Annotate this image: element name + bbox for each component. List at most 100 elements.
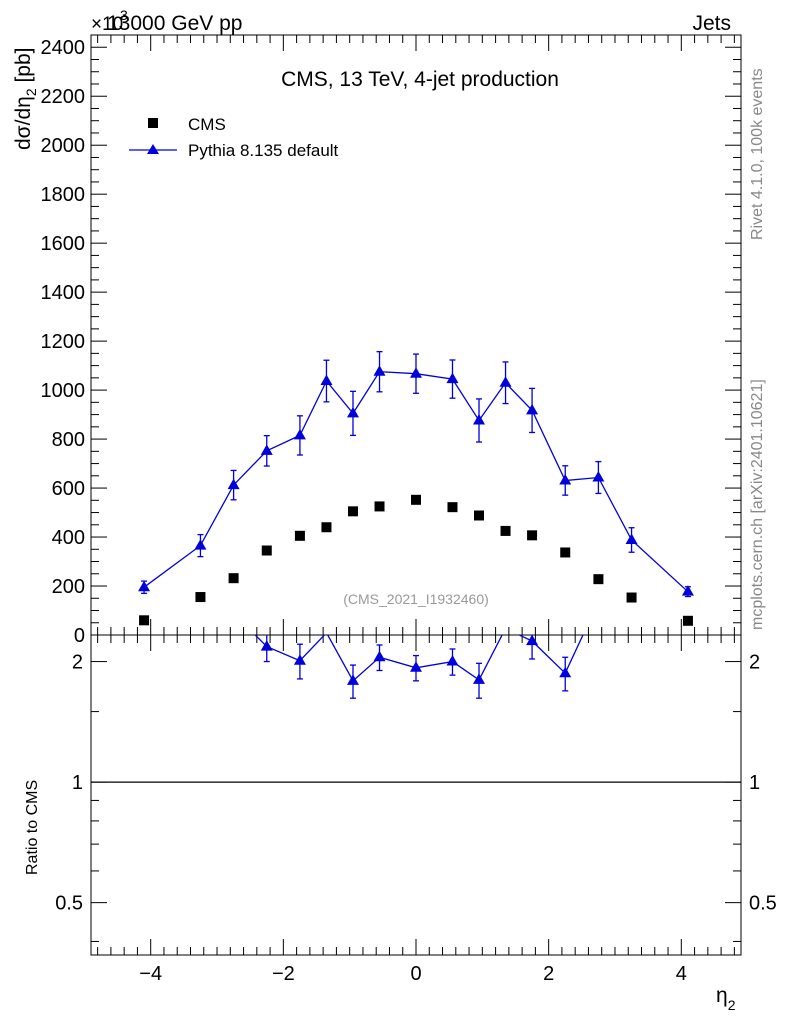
mcplots-label: mcplots.cern.ch [arXiv:2401.10621] <box>749 379 766 630</box>
cms-point <box>593 574 604 585</box>
mc-point <box>373 365 386 376</box>
x-axis-label-sub: 2 <box>728 997 736 1013</box>
mc-series <box>138 351 694 598</box>
legend-cms-marker <box>148 118 158 128</box>
cms-point <box>321 522 332 533</box>
cms-point <box>500 525 511 536</box>
process-label: Jets <box>692 12 731 35</box>
cms-point <box>228 573 239 584</box>
legend-mc-marker <box>147 144 159 154</box>
cms-point <box>626 592 637 603</box>
mc-point <box>320 374 333 386</box>
main-y-tick-label: 1600 <box>41 233 86 255</box>
main-y-tick-label: 200 <box>52 576 85 598</box>
mc-point <box>293 428 306 440</box>
x-axis-label-main: η <box>716 984 728 1007</box>
main-y-tick-label: 1400 <box>41 282 86 304</box>
mc-point <box>625 533 638 544</box>
main-y-tick-label: 400 <box>52 527 85 549</box>
ratio-point <box>559 666 572 678</box>
cms-point <box>411 494 421 505</box>
cms-point <box>474 510 485 521</box>
y-exponent-label: ×10 <box>91 14 123 35</box>
main-y-tick-label: 0 <box>74 625 85 647</box>
rivet-label: Rivet 4.1.0, 100k events <box>749 68 766 240</box>
ratio-x-axis: −4 −2 0 2 4 <box>97 635 735 985</box>
y-axis-label-sub: 2 <box>23 88 39 96</box>
mc-point <box>227 478 240 490</box>
ratio-y-tick-label: 1 <box>72 772 83 794</box>
mc-point <box>559 473 572 485</box>
mc-point <box>410 367 422 378</box>
mc-line <box>143 371 689 593</box>
ratio-y-tick-label: 2 <box>72 652 83 674</box>
main-y-tick-label: 1000 <box>41 380 86 402</box>
mc-point <box>446 372 459 384</box>
ratio-point <box>293 654 306 665</box>
ratio-frame <box>90 634 742 956</box>
legend: CMS Pythia 8.135 default <box>129 115 339 160</box>
main-y-tick-label: 2000 <box>41 135 86 157</box>
cms-point <box>682 615 693 626</box>
main-y-tick-label: 600 <box>52 478 85 500</box>
ratio-panel: 0.5 0.51 12 2 −4 −2 0 2 4 Ratio to CMS η2 <box>24 634 777 1013</box>
x-tick-label: 4 <box>676 963 687 985</box>
cms-point <box>560 547 571 558</box>
main-y-axis: 0 200 400 600 800 1000 1200 1400 1600 1800 2000 220… <box>41 37 741 647</box>
legend-mc-label: Pythia 8.135 default <box>188 141 339 160</box>
x-tick-label: 2 <box>543 963 554 985</box>
ratio-y-axis: 0.5 0.5 1 1 2 2 <box>55 652 777 942</box>
collision-label: 13000 GeV pp <box>107 12 242 35</box>
ratio-point <box>410 661 422 672</box>
main-y-tick-label: 2400 <box>41 37 86 59</box>
cms-point <box>527 530 538 541</box>
cms-point <box>195 592 206 603</box>
y-axis-label: dσ/dη2 [pb] <box>12 47 39 150</box>
cms-point <box>294 530 305 541</box>
mc-point <box>592 471 605 482</box>
mc-point <box>681 585 694 596</box>
x-tick-label: −4 <box>139 963 162 985</box>
ratio-y-tick-label-right: 1 <box>749 772 760 794</box>
mc-point <box>346 406 359 418</box>
cms-point <box>347 506 358 517</box>
mc-point <box>260 444 273 455</box>
ratio-y-tick-label-right: 2 <box>749 652 760 674</box>
ratio-mc-series <box>254 635 584 699</box>
mc-point <box>473 413 486 425</box>
chart-title: CMS, 13 TeV, 4-jet production <box>281 68 559 91</box>
cms-point <box>261 545 272 556</box>
x-tick-label: 0 <box>410 963 421 985</box>
y-axis-label-main: dσ/dη <box>12 96 35 150</box>
ratio-y-tick-label: 0.5 <box>55 893 83 915</box>
watermark: (CMS_2021_I1932460) <box>343 591 489 607</box>
data-series <box>139 494 693 626</box>
main-y-tick-label: 1200 <box>41 331 86 353</box>
cms-point <box>447 502 458 513</box>
main-y-tick-label: 1800 <box>41 184 86 206</box>
mc-point <box>138 580 151 592</box>
x-tick-label: −2 <box>272 963 295 985</box>
ratio-y-label: Ratio to CMS <box>24 780 41 875</box>
main-x-ticks <box>97 35 735 635</box>
ratio-point <box>526 635 539 646</box>
mc-point <box>194 539 207 550</box>
legend-cms-label: CMS <box>188 115 226 134</box>
cms-point <box>374 501 385 512</box>
mc-point <box>499 376 512 387</box>
main-panel: 0 200 400 600 800 1000 1200 1400 1600 1800 2000 220… <box>12 34 742 647</box>
mc-point <box>526 403 539 415</box>
ratio-point <box>446 655 459 666</box>
main-y-tick-label: 800 <box>52 429 85 451</box>
ratio-y-tick-label-right: 0.5 <box>749 893 777 915</box>
main-y-tick-label: 2200 <box>41 86 86 108</box>
ratio-point <box>260 640 273 651</box>
ratio-point <box>346 674 359 685</box>
y-axis-label-unit: [pb] <box>12 47 35 88</box>
ratio-point <box>373 650 386 662</box>
ratio-point <box>473 673 486 684</box>
cms-point <box>139 615 150 626</box>
y-exponent-power: 3 <box>120 7 128 23</box>
x-axis-label: η2 <box>716 984 736 1013</box>
